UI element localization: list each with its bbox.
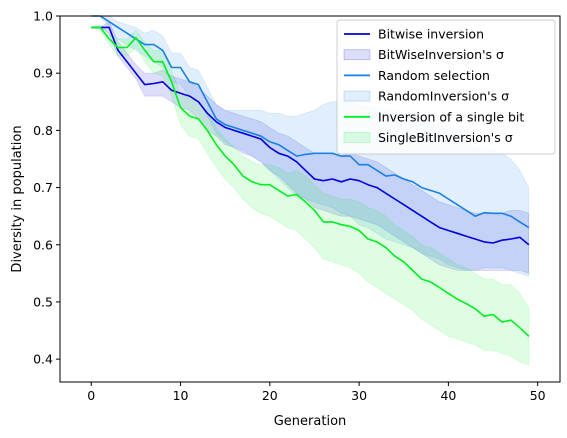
- y-tick-label: 0.9: [33, 66, 53, 81]
- sigma-bands: [90, 15, 530, 366]
- y-tick-label: 0.7: [33, 180, 53, 195]
- x-axis-ticks: 0 10 20 30 40 50: [87, 382, 546, 403]
- line-inversion-of-a-single-bit: [91, 26, 530, 337]
- line-bitwise-inversion: [91, 26, 530, 246]
- legend-label: BitWiseInversion's σ: [378, 47, 504, 62]
- line-random-selection: [91, 15, 530, 229]
- series-lines: [91, 15, 530, 337]
- band-random-selection: [91, 15, 530, 277]
- legend-label: RandomInversion's σ: [378, 89, 509, 104]
- x-tick-label: 40: [440, 388, 456, 403]
- legend-patch-swatch: [343, 49, 371, 61]
- y-tick-label: 0.6: [33, 237, 53, 252]
- legend-label: Bitwise inversion: [378, 27, 484, 42]
- plot-frame: [59, 15, 561, 383]
- band-bitwise-inversion: [91, 21, 530, 274]
- legend-label: Random selection: [378, 68, 490, 83]
- y-tick-label: 0.5: [33, 294, 53, 309]
- x-tick-label: 0: [87, 388, 95, 403]
- x-tick-label: 30: [351, 388, 367, 403]
- y-axis-label: Diversity in population: [10, 125, 25, 272]
- legend-patch-swatch: [343, 90, 371, 102]
- y-tick-label: 1.0: [33, 9, 53, 24]
- y-tick-label: 0.4: [33, 352, 53, 367]
- legend-label: Inversion of a single bit: [378, 109, 524, 124]
- y-axis-ticks: 0.4 0.5 0.6 0.7 0.8 0.9 1.0: [33, 9, 60, 367]
- y-tick-label: 0.8: [33, 123, 53, 138]
- legend: Bitwise inversion BitWiseInversion's σ Ran…: [336, 19, 556, 155]
- x-tick-label: 50: [530, 388, 546, 403]
- x-axis-label: Generation: [274, 414, 347, 429]
- x-tick-label: 10: [173, 388, 189, 403]
- legend-box: [336, 19, 556, 155]
- legend-patch-swatch: [343, 132, 371, 143]
- x-tick-label: 20: [262, 388, 278, 403]
- legend-label: SingleBitInversion's σ: [378, 130, 513, 145]
